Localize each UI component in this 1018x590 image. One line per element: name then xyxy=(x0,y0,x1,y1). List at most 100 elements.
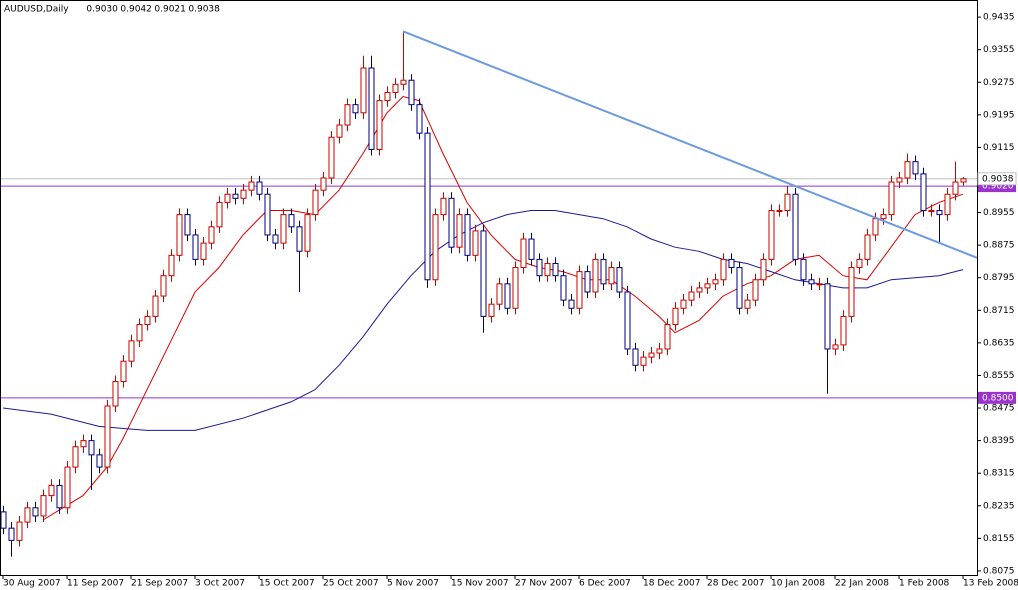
candle-body xyxy=(416,104,423,134)
candle-body xyxy=(112,381,119,407)
candle-body xyxy=(336,124,343,138)
candle-body xyxy=(344,104,351,126)
candle-body xyxy=(576,271,583,309)
chart-title: AUDUSD,Daily xyxy=(4,5,69,15)
y-tick-label: 0.8875 xyxy=(983,241,1015,251)
candle-body xyxy=(16,521,23,541)
trendline xyxy=(402,30,978,259)
candle-body xyxy=(832,344,839,350)
x-tick-label: 15 Oct 2007 xyxy=(259,579,315,589)
candle-body xyxy=(328,136,335,179)
ohlc-value: 0.9030 xyxy=(86,5,118,15)
y-tick-label: 0.9355 xyxy=(983,45,1015,55)
candle-body xyxy=(512,267,519,309)
candle-body xyxy=(0,511,7,529)
y-tick-label: 0.8155 xyxy=(983,534,1015,544)
y-tick-label: 0.8475 xyxy=(983,404,1015,414)
candle-body xyxy=(288,214,295,228)
candle-body xyxy=(256,181,263,195)
x-tick-label: 21 Sep 2007 xyxy=(131,579,188,589)
candle-body xyxy=(504,283,511,309)
candle-body xyxy=(840,315,847,346)
candle-body xyxy=(720,258,727,281)
candle-body xyxy=(368,67,375,150)
y-tick-label: 0.8315 xyxy=(983,469,1015,479)
level-box xyxy=(978,391,1016,404)
candle-body xyxy=(600,258,607,285)
y-tick-label: 0.8635 xyxy=(983,338,1015,348)
candle-body xyxy=(912,161,919,175)
candle-body xyxy=(616,267,623,293)
level-label: 0.8500 xyxy=(982,393,1014,403)
candle-body xyxy=(584,271,591,293)
candle-body xyxy=(104,405,111,468)
candle-body xyxy=(792,193,799,260)
candle-body xyxy=(192,234,199,260)
candle-body xyxy=(80,440,87,448)
x-tick-label: 28 Dec 2007 xyxy=(707,579,765,589)
y-tick-label: 0.9275 xyxy=(983,78,1015,88)
candle-body xyxy=(696,287,703,293)
candle-body xyxy=(136,324,143,342)
candle-body xyxy=(48,484,55,497)
candle-body xyxy=(448,197,455,248)
candle-body xyxy=(920,173,927,212)
candle-body xyxy=(776,210,783,213)
candle-body xyxy=(712,279,719,285)
candle-body xyxy=(704,283,711,289)
current-price-box xyxy=(977,172,1017,186)
candle-body xyxy=(64,466,71,509)
candle-body xyxy=(680,299,687,309)
candle-body xyxy=(232,193,239,199)
candle-body xyxy=(664,324,671,350)
x-tick-label: 15 Nov 2007 xyxy=(451,579,509,589)
candle-body xyxy=(392,83,399,93)
candle-body xyxy=(824,283,831,350)
y-tick-label: 0.9115 xyxy=(983,143,1015,153)
candle-body xyxy=(952,181,959,195)
candle-body xyxy=(888,181,895,216)
y-tick-label: 0.8715 xyxy=(983,306,1015,316)
candle-body xyxy=(144,315,151,326)
candle-body xyxy=(520,238,527,269)
candle-body xyxy=(528,238,535,260)
candle-body xyxy=(904,161,911,179)
x-tick-label: 25 Oct 2007 xyxy=(323,579,379,589)
x-tick-label: 1 Feb 2008 xyxy=(899,579,950,589)
candle-body xyxy=(376,100,383,150)
candle-body xyxy=(56,484,63,509)
x-tick-label: 11 Sep 2007 xyxy=(67,579,124,589)
candle-body xyxy=(464,214,471,256)
candle-body xyxy=(88,440,95,456)
candle-body xyxy=(608,267,615,285)
x-tick-label: 6 Dec 2007 xyxy=(579,579,631,589)
candle-body xyxy=(272,234,279,244)
candle-body xyxy=(728,258,735,269)
y-tick-label: 0.8955 xyxy=(983,208,1015,218)
ohlc-value: 0.9021 xyxy=(154,5,186,15)
x-tick-label: 30 Aug 2007 xyxy=(3,579,61,589)
candle-body xyxy=(640,356,647,366)
candle-body xyxy=(120,360,127,383)
candle-body xyxy=(816,283,823,286)
candle-body xyxy=(160,275,167,297)
candle-body xyxy=(384,91,391,102)
candle-body xyxy=(176,214,183,256)
y-tick-label: 0.8235 xyxy=(983,501,1015,511)
candle-body xyxy=(360,67,367,114)
x-tick-label: 18 Dec 2007 xyxy=(643,579,701,589)
candle-body xyxy=(648,352,655,358)
x-tick-label: 27 Nov 2007 xyxy=(515,579,573,589)
x-tick-label: 3 Oct 2007 xyxy=(195,579,245,589)
candle-body xyxy=(352,104,359,114)
current-price-label: 0.9038 xyxy=(982,174,1014,184)
candle-body xyxy=(224,193,231,203)
moving-average xyxy=(42,95,964,521)
candle-body xyxy=(928,210,935,213)
candle-body xyxy=(592,258,599,293)
candle-body xyxy=(40,495,47,517)
candle-body xyxy=(432,214,439,281)
candle-body xyxy=(784,193,791,212)
